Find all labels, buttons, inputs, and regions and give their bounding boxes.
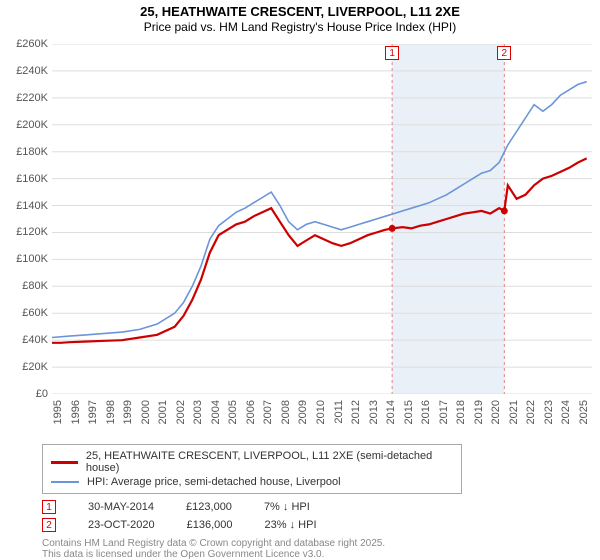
legend-swatch <box>51 481 79 484</box>
chart-title: 25, HEATHWAITE CRESCENT, LIVERPOOL, L11 … <box>0 0 600 20</box>
footer-copyright: Contains HM Land Registry data © Crown c… <box>0 534 600 549</box>
x-tick-label: 2025 <box>578 400 600 440</box>
y-tick-label: £100K <box>0 253 48 265</box>
y-tick-label: £120K <box>0 226 48 238</box>
event-diff: 23% ↓ HPI <box>265 519 317 531</box>
event-marker: 2 <box>42 518 56 532</box>
y-tick-label: £0 <box>0 388 48 400</box>
y-tick-label: £240K <box>0 65 48 77</box>
y-tick-label: £260K <box>0 38 48 50</box>
y-tick-label: £140K <box>0 200 48 212</box>
y-tick-label: £220K <box>0 92 48 104</box>
event-marker: 1 <box>42 500 56 514</box>
chart-subtitle: Price paid vs. HM Land Registry's House … <box>0 20 600 38</box>
legend-row: HPI: Average price, semi-detached house,… <box>51 475 453 489</box>
y-tick-label: £180K <box>0 146 48 158</box>
legend-swatch <box>51 461 78 464</box>
y-tick-label: £200K <box>0 119 48 131</box>
legend-label: 25, HEATHWAITE CRESCENT, LIVERPOOL, L11 … <box>86 450 453 474</box>
event-row: 1 30-MAY-2014 £123,000 7% ↓ HPI <box>0 498 600 516</box>
event-price: £136,000 <box>187 519 233 531</box>
legend-label: HPI: Average price, semi-detached house,… <box>87 476 341 488</box>
footer-license: This data is licensed under the Open Gov… <box>0 549 600 560</box>
plot-area: 1 2 <box>52 44 592 394</box>
chart-svg <box>52 44 592 394</box>
event-date: 30-MAY-2014 <box>88 501 154 513</box>
legend-row: 25, HEATHWAITE CRESCENT, LIVERPOOL, L11 … <box>51 449 453 475</box>
y-tick-label: £60K <box>0 307 48 319</box>
chart-area: 1 2 £0 £20K £40K £60K £80K £100K £120K £140K £16… <box>0 38 600 438</box>
event-price: £123,000 <box>186 501 232 513</box>
event-row: 2 23-OCT-2020 £136,000 23% ↓ HPI <box>0 516 600 534</box>
y-tick-label: £40K <box>0 334 48 346</box>
event-diff: 7% ↓ HPI <box>264 501 310 513</box>
y-tick-label: £160K <box>0 173 48 185</box>
legend: 25, HEATHWAITE CRESCENT, LIVERPOOL, L11 … <box>42 444 462 494</box>
y-tick-label: £20K <box>0 361 48 373</box>
event-date: 23-OCT-2020 <box>88 519 155 531</box>
y-tick-label: £80K <box>0 280 48 292</box>
event-callout-1: 1 <box>385 46 399 60</box>
event-callout-2: 2 <box>497 46 511 60</box>
